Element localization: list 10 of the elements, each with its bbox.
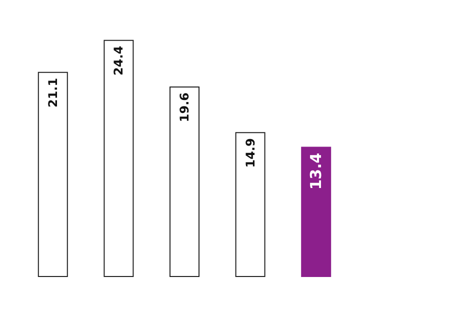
data-label: 19.6 xyxy=(178,92,192,122)
data-label: 24.4 xyxy=(112,46,126,76)
data-label: 14.9 xyxy=(243,138,258,168)
bar xyxy=(104,40,134,277)
data-label: 13.4 xyxy=(307,152,326,190)
data-label: 21.1 xyxy=(46,78,60,108)
bar xyxy=(170,86,200,277)
bar xyxy=(38,72,68,277)
bar xyxy=(235,132,266,277)
bar xyxy=(301,146,332,277)
